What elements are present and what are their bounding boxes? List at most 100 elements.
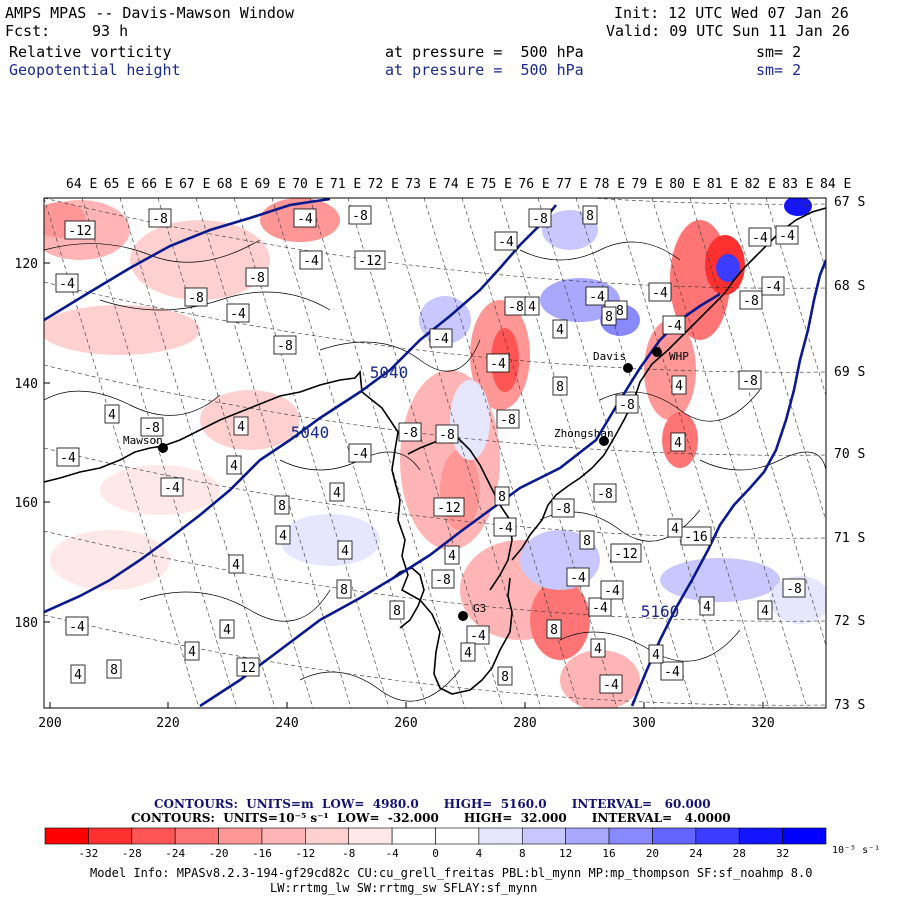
vorticity-label: 8 [494, 486, 510, 506]
vorticity-label-text: -12 [614, 547, 637, 562]
vorticity-label-box [497, 666, 513, 686]
vorticity-labels: -12 -8 -4 -8 -4 -8 -8 -4 -4 -12 -8 -4 4 -8 4 -4 -4 -4 -8 -8… [55, 205, 806, 694]
vorticity-label: 8 [274, 495, 290, 515]
colorbar-label: -28 [122, 847, 142, 860]
lon-label: 84 E [820, 177, 851, 192]
vorticity-area [660, 558, 780, 602]
vorticity-label: -4 [585, 286, 609, 306]
vorticity-contour [299, 669, 461, 702]
vorticity-label-text: 4 [333, 486, 341, 501]
vorticity-label-box [56, 447, 80, 467]
vorticity-label: 4 [699, 596, 715, 616]
vorticity-label-box [671, 375, 687, 395]
vorticity-label-text: -4 [497, 521, 513, 536]
vorticity-label-text: -8 [508, 300, 524, 315]
vorticity-label-text: -4 [59, 277, 75, 292]
height-labels: 5040 5040 5160 [291, 363, 680, 621]
vorticity-label-box [667, 518, 683, 538]
field1-smoothing: sm= 2 [756, 43, 802, 61]
meridian-line [575, 198, 732, 708]
vorticity-label-text: 4 [223, 623, 231, 638]
vorticity-label-text: -4 [352, 447, 368, 462]
vorticity-label-text: -8 [500, 413, 516, 428]
colorbar-cell [348, 827, 393, 845]
vorticity-label: -4 [662, 315, 686, 335]
vorticity-label: 8 [389, 600, 405, 620]
vorticity-label: -8 [496, 409, 520, 429]
vorticity-label-text: -8 [742, 374, 758, 389]
vorticity-label-box [273, 335, 297, 355]
lat-label: 67 S [834, 195, 865, 210]
parallel-line [44, 281, 826, 373]
vorticity-label-text: -8 [435, 573, 451, 588]
vorticity-label: -8 [140, 417, 164, 437]
vorticity-label-text: 8 [498, 490, 506, 505]
vorticity-label: -4 [775, 225, 799, 245]
vorticity-label-box [104, 404, 120, 424]
vorticity-label: 4 [670, 432, 686, 452]
lat-label: 71 S [834, 531, 865, 546]
station-mawson: Mawson [123, 434, 168, 453]
vorticity-label: -4 [160, 477, 184, 497]
vorticity-label-box [739, 290, 763, 310]
colorbar: -32 -28 -24 -20 -16 -12 -8 -4 0 4 8 12 16 20 24 28 32 10⁻… [44, 827, 880, 860]
vorticity-label-text: -8 [619, 398, 635, 413]
vorticity-label-box [336, 579, 352, 599]
vorticity-label-text: 4 [230, 459, 238, 474]
vorticity-contour [699, 451, 826, 471]
vorticity-label-box [140, 417, 164, 437]
vorticity-label-text: -12 [68, 224, 91, 239]
station-whp: WHP [652, 347, 689, 363]
vorticity-label-text: 8 [501, 670, 509, 685]
vorticity-label: 4 [460, 642, 476, 662]
vorticity-label: 4 [671, 375, 687, 395]
vorticity-label-text: 4 [464, 646, 472, 661]
colorbar-label: -12 [295, 847, 315, 860]
forecast-hour: 93 h [92, 22, 129, 40]
vorticity-label-box [435, 424, 459, 444]
vorticity-label-text: -4 [592, 601, 608, 616]
colorbar-cell [131, 827, 176, 845]
lon-label: 75 E [481, 177, 512, 192]
vorticity-label-box [761, 276, 785, 296]
vorticity-contour [99, 291, 331, 311]
vorticity-label: 4 [184, 641, 200, 661]
vorticity-label-text: -8 [532, 212, 548, 227]
lon-label: 72 E [368, 177, 399, 192]
height-contour-2 [44, 204, 558, 614]
vorticity-label-text: -8 [144, 421, 160, 436]
y-tick-label: 140 [15, 377, 38, 392]
vorticity-label: -8 [593, 483, 617, 503]
colorbar-label: 12 [559, 847, 572, 860]
vorticity-label: -8 [551, 498, 575, 518]
vorticity-label-box [648, 644, 664, 664]
stations: Mawson Davis Zhongshan WHP G3 [123, 347, 689, 621]
vorticity-label-box [444, 545, 460, 565]
station-zhongshan: Zhongshan [554, 427, 614, 446]
meridian-line [119, 198, 276, 708]
vorticity-label-box [599, 674, 623, 694]
vorticity-label-text: -8 [188, 291, 204, 306]
vorticity-label-text: -8 [277, 339, 293, 354]
vorticity-label-box [160, 477, 184, 497]
colorbar-cell [695, 827, 740, 845]
lon-label: 77 E [556, 177, 587, 192]
x-tick-label: 200 [38, 716, 61, 731]
vorticity-label: -16 [680, 526, 712, 546]
vorticity-area [200, 390, 300, 450]
vorticity-area [50, 530, 170, 590]
colorbar-cell [652, 827, 697, 845]
x-tick-label: 320 [751, 716, 774, 731]
station-dot [458, 611, 468, 621]
meridian-line [651, 198, 808, 708]
meridian-line [81, 198, 238, 708]
vorticity-label: -8 [245, 267, 269, 287]
vorticity-label-box [579, 530, 595, 550]
vorticity-label: 4 [228, 554, 244, 574]
field1-name: Relative vorticity [9, 43, 172, 61]
vorticity-label-box [486, 353, 510, 373]
model-info: Model Info: MPASv8.2.3-194-gf29cd82c CU:… [90, 866, 813, 880]
vorticity-label-box [552, 376, 568, 396]
vorticity-label: -4 [56, 447, 80, 467]
vorticity-label: 8 [601, 306, 617, 326]
